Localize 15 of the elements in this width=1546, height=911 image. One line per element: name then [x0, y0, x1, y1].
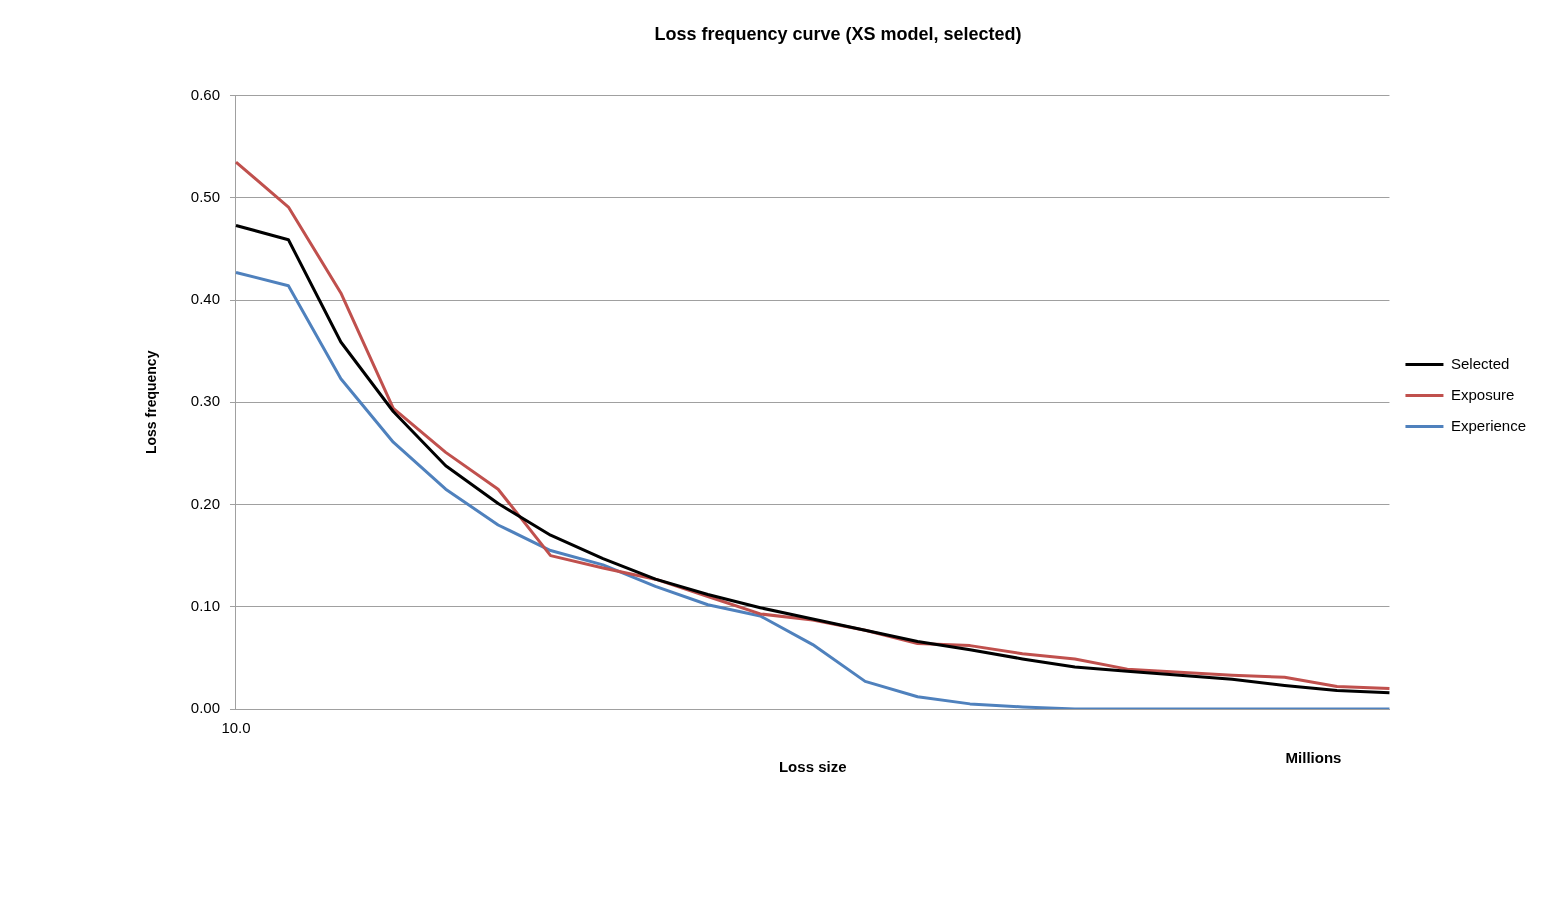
y-tick-label: 0.30 — [190, 392, 220, 410]
y-tick-label: 0.10 — [190, 596, 220, 614]
y-axis-title: Loss frequency — [143, 350, 160, 455]
y-tick-label: 0.40 — [190, 290, 220, 308]
legend-label: Selected — [1450, 354, 1510, 372]
y-tick-label: 0.50 — [190, 187, 220, 205]
y-tick-label: 0.00 — [190, 699, 220, 717]
x-tick-label: 10.0 — [221, 719, 251, 737]
y-tick-label: 0.60 — [190, 85, 220, 103]
y-tick-label: 0.20 — [190, 494, 220, 512]
text: Millions — [1285, 748, 1342, 766]
legend-label: Experience — [1450, 416, 1526, 434]
legend-label: Exposure — [1450, 385, 1515, 403]
x-axis-title: Loss size — [778, 758, 847, 776]
chart-title: Loss frequency curve (XS model, selected) — [654, 23, 1022, 44]
